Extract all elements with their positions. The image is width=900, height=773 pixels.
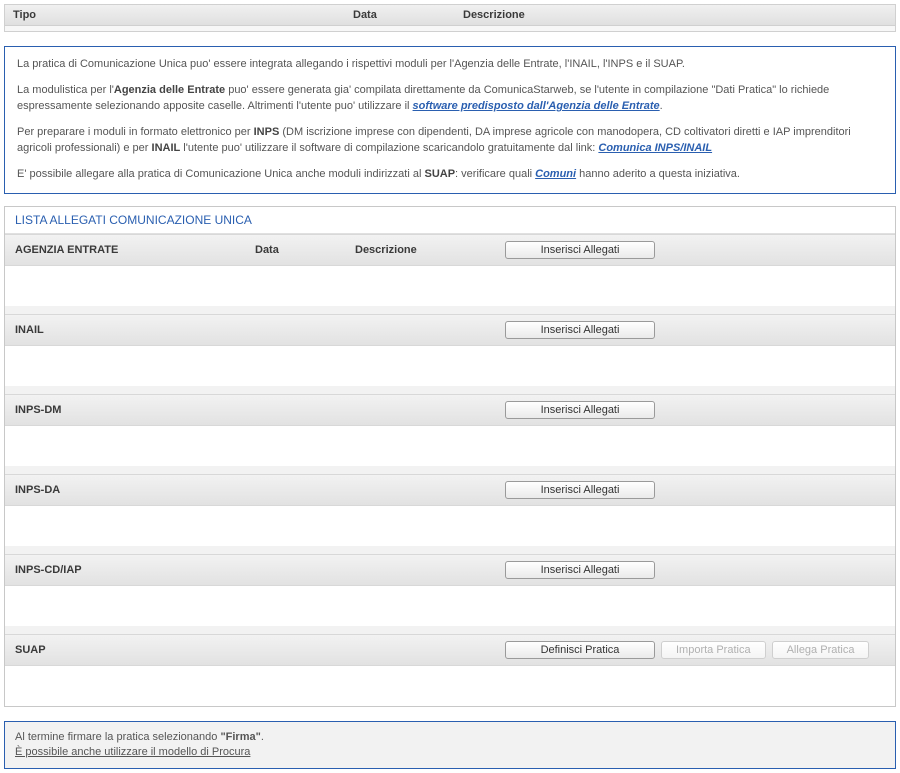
info-p2: La modulistica per l'Agenzia delle Entra… (17, 83, 883, 115)
info-box: La pratica di Comunicazione Unica puo' e… (4, 46, 896, 194)
row-spacer (5, 386, 895, 394)
divider-bar (4, 26, 896, 32)
row-spacer (5, 306, 895, 314)
footer-box: Al termine firmare la pratica selezionan… (4, 721, 896, 770)
info-p1: La pratica di Comunicazione Unica puo' e… (17, 57, 883, 73)
footer-line2: È possibile anche utilizzare il modello … (15, 745, 885, 760)
link-agenzia-software[interactable]: software predisposto dall'Agenzia delle … (413, 100, 660, 112)
inserisci-allegati-button[interactable]: Inserisci Allegati (505, 321, 655, 339)
row-body (5, 506, 895, 546)
row-body (5, 586, 895, 626)
row-label: INPS-CD/IAP (15, 564, 255, 576)
inserisci-allegati-button[interactable]: Inserisci Allegati (505, 241, 655, 259)
info-p3: Per preparare i moduli in formato elettr… (17, 125, 883, 157)
row-spacer (5, 626, 895, 634)
row-inps-cd-iap: INPS-CD/IAP Inserisci Allegati (5, 554, 895, 586)
header-data: Data (353, 9, 463, 21)
row-label: INAIL (15, 324, 255, 336)
allegati-panel: LISTA ALLEGATI COMUNICAZIONE UNICA AGENZ… (4, 206, 896, 707)
top-header-row: Tipo Data Descrizione (4, 4, 896, 26)
row-spacer (5, 466, 895, 474)
row-body (5, 266, 895, 306)
row-body (5, 346, 895, 386)
definisci-pratica-button[interactable]: Definisci Pratica (505, 641, 655, 659)
row-label: SUAP (15, 644, 255, 656)
inserisci-allegati-button[interactable]: Inserisci Allegati (505, 561, 655, 579)
col-desc-label: Descrizione (355, 244, 505, 256)
row-body (5, 666, 895, 706)
importa-pratica-button: Importa Pratica (661, 641, 766, 659)
row-body (5, 426, 895, 466)
footer-line1: Al termine firmare la pratica selezionan… (15, 730, 885, 745)
row-label: AGENZIA ENTRATE (15, 244, 255, 256)
row-label: INPS-DA (15, 484, 255, 496)
row-inps-da: INPS-DA Inserisci Allegati (5, 474, 895, 506)
row-suap: SUAP Definisci Pratica Importa Pratica A… (5, 634, 895, 666)
row-spacer (5, 546, 895, 554)
inserisci-allegati-button[interactable]: Inserisci Allegati (505, 481, 655, 499)
row-label: INPS-DM (15, 404, 255, 416)
col-data-label: Data (255, 244, 355, 256)
row-inps-dm: INPS-DM Inserisci Allegati (5, 394, 895, 426)
header-descrizione: Descrizione (463, 9, 887, 21)
row-agenzia-entrate: AGENZIA ENTRATE Data Descrizione Inseris… (5, 234, 895, 266)
panel-title: LISTA ALLEGATI COMUNICAZIONE UNICA (5, 207, 895, 234)
link-comunica-inps-inail[interactable]: Comunica INPS/INAIL (598, 142, 712, 154)
header-tipo: Tipo (13, 9, 353, 21)
inserisci-allegati-button[interactable]: Inserisci Allegati (505, 401, 655, 419)
allega-pratica-button: Allega Pratica (772, 641, 870, 659)
link-comuni[interactable]: Comuni (535, 168, 576, 180)
info-p4: E' possibile allegare alla pratica di Co… (17, 167, 883, 183)
row-inail: INAIL Inserisci Allegati (5, 314, 895, 346)
